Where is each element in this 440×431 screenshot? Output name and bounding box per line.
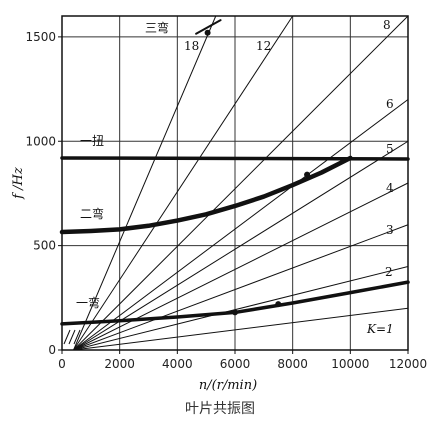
resonance-point (304, 171, 311, 178)
resonance-chart: 0 2000 4000 6000 8000 10000 12000 0 500 1000 1500 n… (11, 15, 427, 393)
axis-break-mark (63, 329, 71, 345)
y-tick-label: 1500 (25, 30, 56, 44)
axes: 0 2000 4000 6000 8000 10000 12000 0 500 1000 1500 n… (11, 15, 427, 393)
axis-break-mark (73, 329, 81, 345)
grid (62, 16, 408, 350)
x-tick-label: 0 (58, 357, 66, 371)
harmonic-lines (73, 15, 409, 351)
harmonic-label: 4 (386, 181, 394, 195)
harmonic-line-5 (73, 140, 409, 351)
mode-curve (60, 156, 410, 161)
mode-curve (59, 155, 353, 235)
x-tick-label: 10000 (331, 357, 369, 371)
harmonic-label: K=1 (366, 322, 394, 336)
harmonic-label: 8 (383, 18, 391, 32)
resonance-point (275, 301, 282, 308)
mode-curve (195, 19, 222, 35)
y-axis-title: f /Hz (11, 167, 26, 200)
resonance-points (204, 29, 311, 316)
harmonic-label: 5 (386, 142, 394, 156)
harmonic-label: 12 (256, 39, 271, 53)
annotation-labels: K=1 2 3 4 5 6 8 12 18 一弯 二弯 一扭 三弯 (76, 18, 394, 336)
harmonic-line-1 (73, 307, 409, 351)
y-tick-label: 500 (33, 239, 56, 253)
harmonic-line-6 (73, 99, 409, 351)
x-tick-label: 6000 (220, 357, 251, 371)
resonance-point (204, 29, 211, 36)
mode-label: 二弯 (80, 206, 104, 221)
harmonic-line-12 (73, 15, 294, 351)
y-tick-label: 0 (48, 343, 56, 357)
x-tick-label: 8000 (277, 357, 308, 371)
harmonic-line-4 (73, 182, 409, 351)
harmonic-line-8 (73, 15, 409, 351)
mode-label: 三弯 (145, 20, 169, 35)
mode-label: 一扭 (80, 134, 104, 148)
x-tick-label: 12000 (389, 357, 427, 371)
figure-caption: 叶片共振图 (185, 401, 255, 417)
resonance-point (232, 309, 238, 316)
harmonic-label: 18 (184, 39, 199, 53)
harmonic-line-18 (73, 15, 217, 351)
axis-break-mark (68, 329, 76, 345)
y-tick-label: 1000 (25, 134, 56, 148)
x-tick-label: 2000 (104, 357, 135, 371)
x-tick-label: 4000 (162, 357, 193, 371)
harmonic-line-3 (73, 224, 409, 351)
harmonic-label: 2 (385, 265, 393, 279)
harmonic-line-2 (73, 266, 409, 351)
harmonic-label: 6 (386, 97, 394, 111)
x-axis-title: n/(r/min) (199, 378, 257, 393)
harmonic-label: 3 (386, 223, 394, 237)
mode-label: 一弯 (76, 295, 100, 310)
